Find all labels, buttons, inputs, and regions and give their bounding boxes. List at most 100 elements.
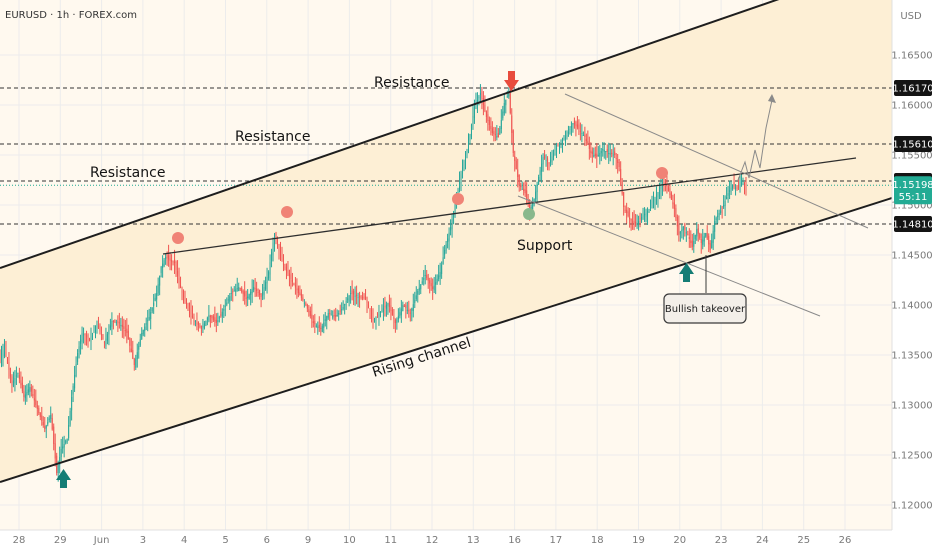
candle-body — [332, 315, 334, 318]
candle-body — [399, 312, 401, 317]
candle-body — [290, 274, 292, 279]
candle-body — [144, 326, 146, 331]
candle-body — [699, 233, 701, 239]
candle-body — [535, 191, 537, 200]
candle-body — [66, 439, 68, 443]
candle-body — [65, 441, 67, 443]
candle-body — [194, 321, 196, 322]
candle-body — [183, 290, 185, 298]
candle-body — [232, 291, 234, 293]
candle-body — [208, 315, 210, 321]
candle-body — [78, 346, 80, 353]
candle-body — [376, 314, 378, 316]
candle-body — [576, 124, 578, 128]
candle-body — [262, 292, 264, 296]
candle-body — [641, 217, 643, 222]
candle-body — [723, 205, 725, 207]
candle-body — [156, 293, 158, 300]
candle-body — [626, 209, 628, 213]
candle-body — [393, 316, 395, 319]
candle-body — [178, 278, 180, 283]
candle-body — [362, 296, 364, 299]
candle-body — [271, 252, 273, 262]
y-tick-label: 1.12000 — [891, 501, 932, 512]
candle-body — [438, 275, 440, 279]
candle-body — [550, 159, 552, 163]
candle-body — [545, 160, 547, 161]
candle-body — [247, 296, 249, 299]
candle-body — [648, 209, 650, 210]
candle-body — [335, 314, 337, 317]
candle-body — [693, 241, 695, 247]
candle-body — [329, 313, 331, 315]
candle-body — [557, 145, 559, 147]
candle-body — [600, 151, 602, 154]
candle-body — [490, 125, 492, 129]
candle-body — [575, 121, 577, 126]
candle-body — [218, 317, 220, 319]
candle-body — [564, 136, 566, 141]
candle-body — [724, 201, 726, 206]
candle-body — [547, 158, 549, 162]
candle-body — [39, 412, 41, 417]
candle-body — [650, 207, 652, 209]
candle-body — [165, 257, 167, 260]
candle-body — [32, 394, 34, 396]
candle-body — [742, 183, 744, 185]
candle-body — [684, 224, 686, 230]
candle-body — [738, 186, 740, 188]
candle-body — [205, 320, 207, 326]
candle-body — [250, 291, 252, 295]
candle-body — [123, 326, 125, 329]
candle-body — [584, 134, 586, 137]
candle-body — [72, 386, 74, 395]
candle-body — [112, 321, 114, 323]
candle-body — [623, 192, 625, 207]
candle-body — [406, 309, 408, 311]
resistance-label: Resistance — [374, 75, 449, 91]
candle-body — [245, 297, 247, 299]
x-tick-label: 10 — [343, 535, 356, 546]
candle-body — [220, 314, 222, 316]
candle-body — [451, 219, 453, 230]
candle-body — [655, 195, 657, 197]
candle-body — [453, 212, 455, 218]
candle-body — [620, 168, 622, 181]
candle-body — [588, 144, 590, 149]
candle-body — [457, 189, 459, 196]
candle-body — [136, 352, 138, 360]
candle-body — [515, 160, 517, 169]
candle-body — [497, 133, 499, 137]
candle-body — [345, 301, 347, 303]
candle-body — [572, 123, 574, 125]
candle-body — [590, 150, 592, 153]
candle-body — [224, 305, 226, 307]
resistance-label: Resistance — [90, 165, 165, 181]
candle-body — [57, 465, 59, 474]
candle-body — [685, 232, 687, 234]
x-tick-label: 12 — [426, 535, 439, 546]
candle-body — [145, 323, 147, 325]
candle-body — [384, 306, 386, 308]
candle-body — [741, 183, 743, 186]
candle-body — [591, 151, 593, 154]
y-tick-label: 1.12500 — [891, 451, 932, 462]
x-tick-label: 3 — [140, 535, 146, 546]
candle-body — [629, 217, 631, 219]
candle-body — [424, 275, 426, 276]
candle-body — [84, 333, 86, 336]
candle-body — [86, 335, 88, 337]
candle-body — [391, 309, 393, 315]
candle-body — [664, 182, 666, 184]
symbol-title: EURUSD · 1h · FOREX.com — [5, 10, 137, 21]
candle-body — [500, 120, 502, 129]
candle-body — [712, 230, 714, 243]
candle-body — [187, 306, 189, 310]
candle-body — [254, 288, 256, 290]
candle-body — [29, 387, 31, 392]
candle-body — [351, 290, 353, 294]
time-axis[interactable] — [0, 530, 932, 550]
